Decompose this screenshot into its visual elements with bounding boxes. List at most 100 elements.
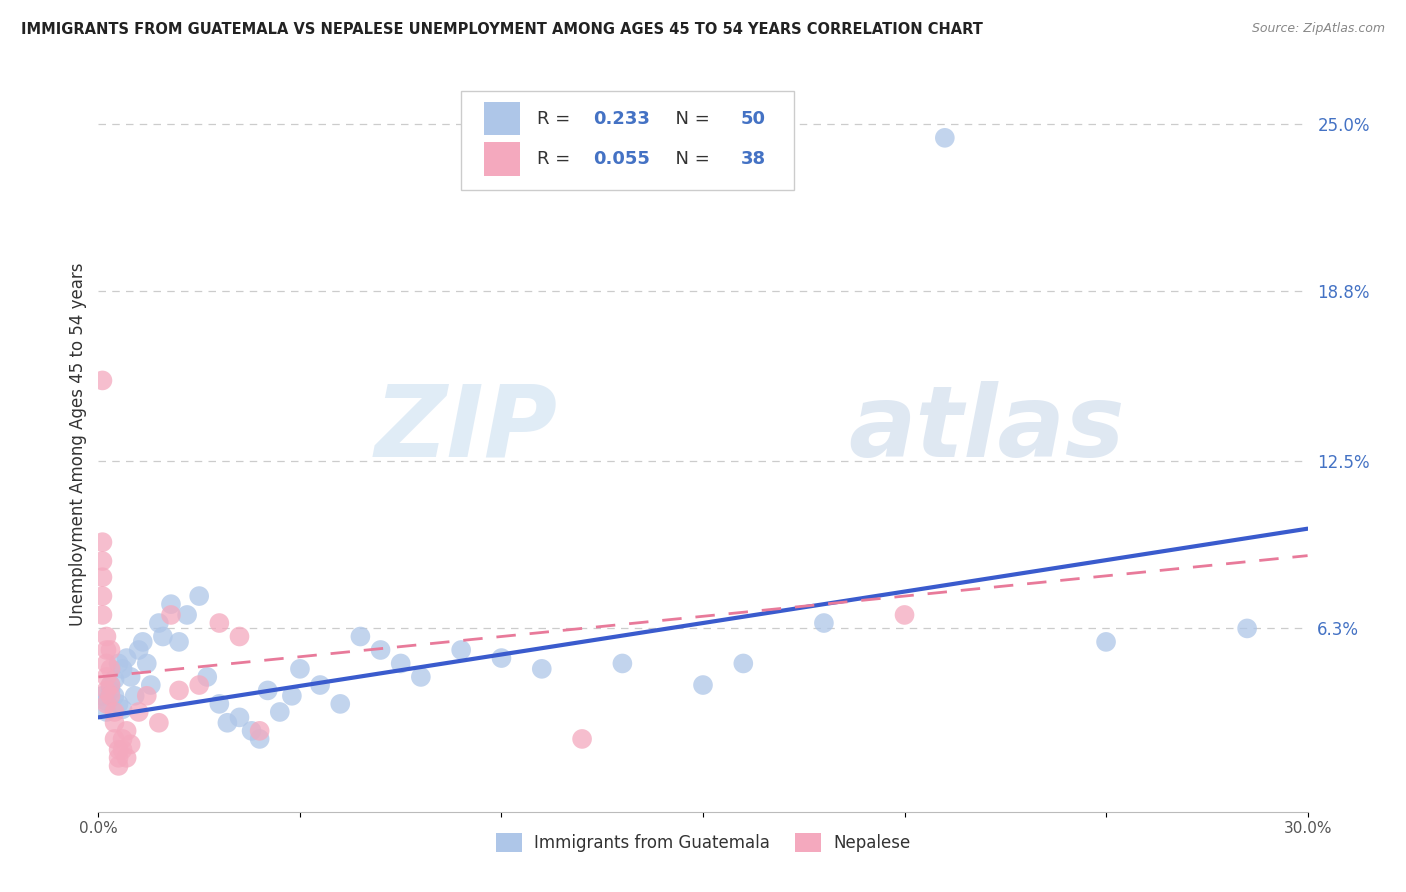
Point [530,662,553,676]
Point [115,723,138,738]
Point [217,715,239,730]
Point [96,643,118,657]
Point [152,630,174,644]
Text: N =: N = [664,110,716,128]
Point [91,607,114,622]
Text: 0.233: 0.233 [593,110,650,128]
Point [111,731,134,746]
Point [288,662,311,676]
FancyBboxPatch shape [484,102,520,135]
Point [120,670,142,684]
Point [107,657,129,671]
Point [167,683,190,698]
Point [100,662,122,676]
Point [893,607,915,622]
Point [370,643,392,657]
Point [135,689,157,703]
Text: IMMIGRANTS FROM GUATEMALA VS NEPALESE UNEMPLOYMENT AMONG AGES 45 TO 54 YEARS COR: IMMIGRANTS FROM GUATEMALA VS NEPALESE UN… [21,22,983,37]
Point [249,731,271,746]
Point [228,710,250,724]
Point [91,554,114,568]
Point [96,705,118,719]
FancyBboxPatch shape [461,90,793,190]
Point [148,715,170,730]
Point [124,689,146,703]
Point [612,657,634,671]
Point [450,643,472,657]
Point [91,373,114,387]
Point [934,131,956,145]
Text: R =: R = [537,150,576,168]
Point [107,759,129,773]
Legend: Immigrants from Guatemala, Nepalese: Immigrants from Guatemala, Nepalese [489,826,917,859]
Point [103,715,125,730]
Point [139,678,162,692]
Point [115,751,138,765]
Point [135,657,157,671]
Text: 38: 38 [741,150,766,168]
Point [240,723,263,738]
Point [1095,635,1118,649]
Point [111,702,134,716]
Point [91,589,114,603]
Point [208,697,231,711]
Text: 0.055: 0.055 [593,150,650,168]
Point [571,731,593,746]
Point [389,657,412,671]
Point [96,630,118,644]
Point [107,697,129,711]
Point [281,689,304,703]
Y-axis label: Unemployment Among Ages 45 to 54 years: Unemployment Among Ages 45 to 54 years [69,262,87,625]
Point [103,673,125,687]
Point [91,570,114,584]
Point [128,643,150,657]
Point [96,670,118,684]
Point [96,694,118,708]
Point [100,689,122,703]
Point [120,737,142,751]
Point [208,615,231,630]
Point [269,705,291,719]
Point [329,697,352,711]
Point [96,683,118,698]
Text: atlas: atlas [848,381,1125,477]
Point [96,657,118,671]
Point [107,751,129,765]
Text: 50: 50 [741,110,765,128]
Point [256,683,278,698]
Point [100,678,122,692]
Point [148,615,170,630]
Point [111,742,134,756]
Point [96,697,118,711]
Point [409,670,432,684]
Point [1236,622,1258,636]
Point [128,705,150,719]
Point [103,705,125,719]
Point [491,651,513,665]
Point [349,630,371,644]
Point [103,689,125,703]
FancyBboxPatch shape [484,143,520,176]
Point [91,689,114,703]
Point [107,742,129,756]
Point [188,678,211,692]
Point [813,615,835,630]
Point [167,635,190,649]
Point [115,651,138,665]
Text: N =: N = [664,150,716,168]
Point [195,670,218,684]
Point [160,597,183,611]
Point [160,607,183,622]
Point [100,683,122,698]
Point [309,678,332,692]
Point [100,678,122,692]
Text: R =: R = [537,110,576,128]
Point [100,643,122,657]
Point [249,723,271,738]
Point [91,535,114,549]
Point [228,630,250,644]
Point [176,607,198,622]
Point [103,731,125,746]
Text: ZIP: ZIP [375,381,558,477]
Point [111,662,134,676]
